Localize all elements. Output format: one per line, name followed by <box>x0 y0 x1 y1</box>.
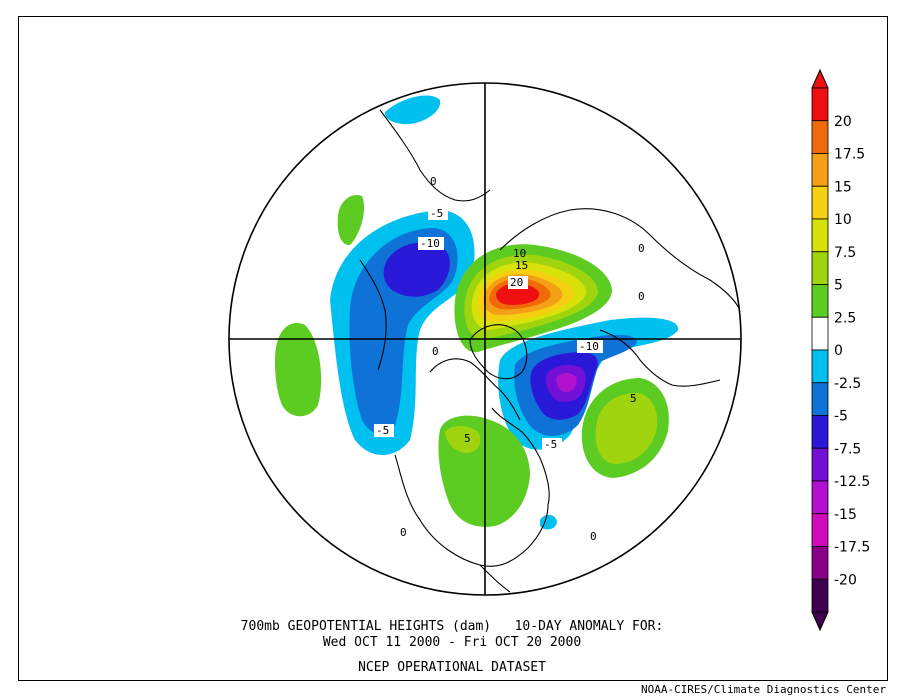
anomaly-pos-center-l7 <box>496 283 540 305</box>
legend-swatch <box>811 546 829 580</box>
legend-label: -2.5 <box>834 376 861 392</box>
coastlines <box>359 109 741 593</box>
legend-label: 15 <box>834 179 852 195</box>
legend-swatch <box>811 284 829 318</box>
anomaly-neg-gulf <box>540 514 557 530</box>
chart-title: 700mb GEOPOTENTIAL HEIGHTS (dam) 10-DAY … <box>240 619 664 634</box>
contour-label: 5 <box>630 392 637 405</box>
contour-label: 0 <box>638 290 645 303</box>
legend-swatch <box>811 120 829 154</box>
legend-swatch <box>811 578 829 613</box>
dataset-label: NCEP OPERATIONAL DATASET <box>358 660 546 675</box>
contour-label: 0 <box>638 242 645 255</box>
contour-label: -10 <box>579 340 599 353</box>
legend-swatch <box>811 415 829 449</box>
legend-label: -20 <box>834 572 857 588</box>
anomaly-pos-atlantic-l2 <box>595 392 658 464</box>
contour-label: 5 <box>464 432 471 445</box>
contour-label: 0 <box>432 345 439 358</box>
legend-swatch <box>811 382 829 416</box>
coast-asia-east <box>379 109 491 202</box>
contour-label: 10 <box>513 247 526 260</box>
globe-outline <box>228 82 742 596</box>
legend-swatch <box>811 480 829 515</box>
legend-swatch <box>811 251 829 285</box>
contour-label: -5 <box>376 424 389 437</box>
anomaly-neg-east-l5 <box>556 373 577 393</box>
legend-label: 2.5 <box>834 310 856 326</box>
coast-eurasia <box>499 208 741 311</box>
legend-label: -7.5 <box>834 441 861 457</box>
anomaly-pos-westpac <box>275 323 322 417</box>
anomaly-pos-nw <box>337 194 365 246</box>
legend-label: 0 <box>834 343 843 359</box>
contour-label: -10 <box>420 237 440 250</box>
contour-label: 20 <box>510 276 523 289</box>
coast-north-america <box>394 407 550 567</box>
legend-swatch <box>811 316 829 351</box>
coast-alaska <box>359 259 387 371</box>
legend-swatch <box>811 185 829 220</box>
legend-swatch <box>811 513 829 547</box>
legend-swatch <box>811 218 829 253</box>
legend-label: 20 <box>834 114 852 130</box>
coast-central-america <box>479 564 511 593</box>
anomaly-neg-west-3 <box>383 242 450 297</box>
legend-label: 10 <box>834 212 852 228</box>
contour-label: 0 <box>430 175 437 188</box>
legend-label: 7.5 <box>834 245 856 261</box>
coast-europe <box>599 329 721 387</box>
legend-swatch <box>811 153 829 187</box>
legend-label: 5 <box>834 278 843 294</box>
legend-arrow-bottom <box>811 611 829 632</box>
chart-date-range: Wed OCT 11 2000 - Fri OCT 20 2000 <box>322 635 582 650</box>
contour-label-group: -5 -10 0 10 15 20 -10 -5 5 5 -5 0 0 0 0 … <box>374 175 645 543</box>
color-legend-segments <box>811 68 829 632</box>
legend-label: -15 <box>834 507 857 523</box>
contour-label: 0 <box>400 526 407 539</box>
legend-arrow-top <box>811 68 829 89</box>
credit-label: NOAA-CIRES/Climate Diagnostics Center <box>640 683 886 696</box>
contour-label: 0 <box>590 530 597 543</box>
legend-swatch <box>811 447 829 482</box>
legend-swatch <box>811 349 829 384</box>
color-legend-labels: 20 17.5 15 10 7.5 5 2.5 0 -2.5 -5 -7.5 -12.5 -15 -17.… <box>834 114 870 589</box>
contour-label: -5 <box>430 207 443 220</box>
legend-label: -5 <box>834 409 848 425</box>
contour-label: -5 <box>544 438 557 451</box>
legend-swatch <box>811 87 829 122</box>
coast-greenland <box>469 324 528 380</box>
legend-label: -17.5 <box>834 540 870 556</box>
anomaly-pos-us-2 <box>445 425 481 453</box>
legend-label: -12.5 <box>834 474 870 490</box>
legend-label: 17.5 <box>834 147 865 163</box>
contour-label: 15 <box>515 259 528 272</box>
anomaly-neg-pacific <box>384 95 441 125</box>
